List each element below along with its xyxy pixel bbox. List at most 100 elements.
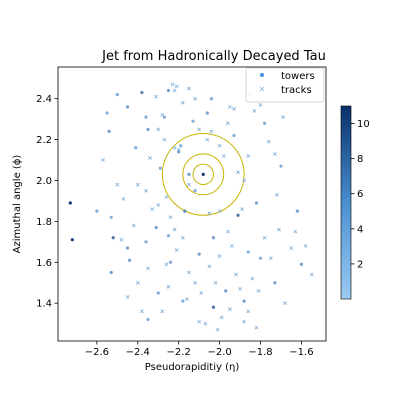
towers-point <box>115 93 119 97</box>
tracks-point <box>234 272 238 277</box>
y-tick-label: 1.6 <box>36 258 52 269</box>
colorbar-tick-label: 6 <box>357 189 363 200</box>
colorbar <box>340 105 352 300</box>
tracks-point <box>303 244 308 248</box>
towers-point <box>105 111 109 115</box>
tracks-point <box>230 244 234 248</box>
towers-point <box>179 144 183 148</box>
tracks-point <box>139 309 144 314</box>
tracks-point <box>209 129 214 134</box>
towers-point <box>181 299 185 303</box>
towers-point <box>70 238 74 242</box>
tracks-point <box>281 115 285 119</box>
tracks-point <box>172 145 177 150</box>
towers-point <box>125 246 130 250</box>
towers-point <box>193 189 197 193</box>
tracks-point <box>246 309 251 314</box>
legend-tracks-label: tracks <box>281 85 312 96</box>
tracks-point <box>240 207 245 211</box>
tracks-point <box>227 104 232 109</box>
tracks-point <box>213 280 218 285</box>
towers-point <box>279 164 283 168</box>
y-tick-label: 1.8 <box>36 217 52 228</box>
x-tick-label: −2.6 <box>85 347 109 358</box>
towers-point <box>273 281 277 285</box>
tracks-point <box>254 325 259 330</box>
legend-tracks-marker <box>259 86 265 92</box>
tracks-point <box>131 223 136 228</box>
towers-point <box>146 317 150 322</box>
towers-point <box>246 250 250 254</box>
tracks-point <box>207 211 212 216</box>
y-tick-label: 2.0 <box>36 176 52 187</box>
tracks-point <box>154 94 159 99</box>
x-axis-label: Pseudorapiditiy (η) <box>145 362 240 373</box>
tracks-point <box>289 246 294 250</box>
tracks-point <box>227 307 232 312</box>
towers-point <box>140 90 144 95</box>
plot-frame <box>57 66 327 342</box>
tracks-point <box>160 113 165 117</box>
tracks-point <box>217 254 222 259</box>
tracks-point <box>207 264 212 269</box>
tracks-point <box>125 295 130 299</box>
tracks-point <box>293 229 298 234</box>
towers-point <box>158 166 162 170</box>
y-axis-label: Azimuthal angle (ϕ) <box>12 155 23 254</box>
tracks-point <box>172 88 177 93</box>
tracks-point <box>172 227 177 232</box>
towers-point <box>109 215 113 219</box>
legend-box <box>245 67 325 103</box>
tracks-point <box>252 109 257 113</box>
tracks-point <box>215 327 220 332</box>
towers-point <box>109 270 113 275</box>
tracks-point <box>193 96 197 101</box>
tracks-point <box>156 127 161 132</box>
legend: towers tracks <box>245 67 325 103</box>
tracks-point <box>135 182 140 187</box>
towers-point <box>68 201 72 205</box>
tracks-point <box>205 137 210 142</box>
x-tick-label: −2.4 <box>126 347 150 358</box>
towers-point <box>134 146 138 150</box>
tracks-point <box>275 192 279 197</box>
tracks-point <box>150 207 154 211</box>
tracks-point <box>164 262 169 267</box>
towers-point <box>166 234 171 238</box>
towers-point <box>211 305 216 309</box>
tracks-point <box>168 215 173 220</box>
tracks-point <box>221 154 226 158</box>
towers-point <box>156 291 160 295</box>
tracks-point <box>225 229 230 234</box>
tracks-point <box>146 266 150 271</box>
colorbar-ticks: 2 4 6 8 10 <box>351 119 370 270</box>
tracks-point <box>217 143 222 148</box>
tracks-point <box>309 272 314 277</box>
tracks-point <box>277 227 281 232</box>
cone-circle-2 <box>182 153 225 196</box>
tracks-point <box>187 270 191 275</box>
tracks-point <box>180 235 185 240</box>
tracks-point <box>232 107 236 111</box>
tracks-point <box>262 235 267 240</box>
tracks-point <box>268 256 273 261</box>
tracks-point <box>135 280 140 285</box>
cone-circle-3 <box>161 132 245 216</box>
chart-title: Jet from Hadronically Decayed Tau <box>101 49 326 64</box>
tracks-point <box>174 248 179 252</box>
tracks-point <box>272 152 277 156</box>
x-tick-label: −2.2 <box>167 347 191 358</box>
colorbar-tick-label: 8 <box>357 154 363 165</box>
towers-point <box>232 133 236 138</box>
tracks-point <box>217 209 222 214</box>
y-tick-label: 2.4 <box>36 94 52 105</box>
tracks-point <box>180 100 185 105</box>
tracks-point <box>258 102 263 107</box>
y-tick-label: 2.2 <box>36 135 52 146</box>
towers-point <box>154 225 158 230</box>
tracks-point <box>166 284 171 289</box>
tracks-point <box>246 154 251 158</box>
cone-circle-1 <box>192 163 214 186</box>
towers-point <box>295 209 299 213</box>
towers-point <box>187 172 191 176</box>
